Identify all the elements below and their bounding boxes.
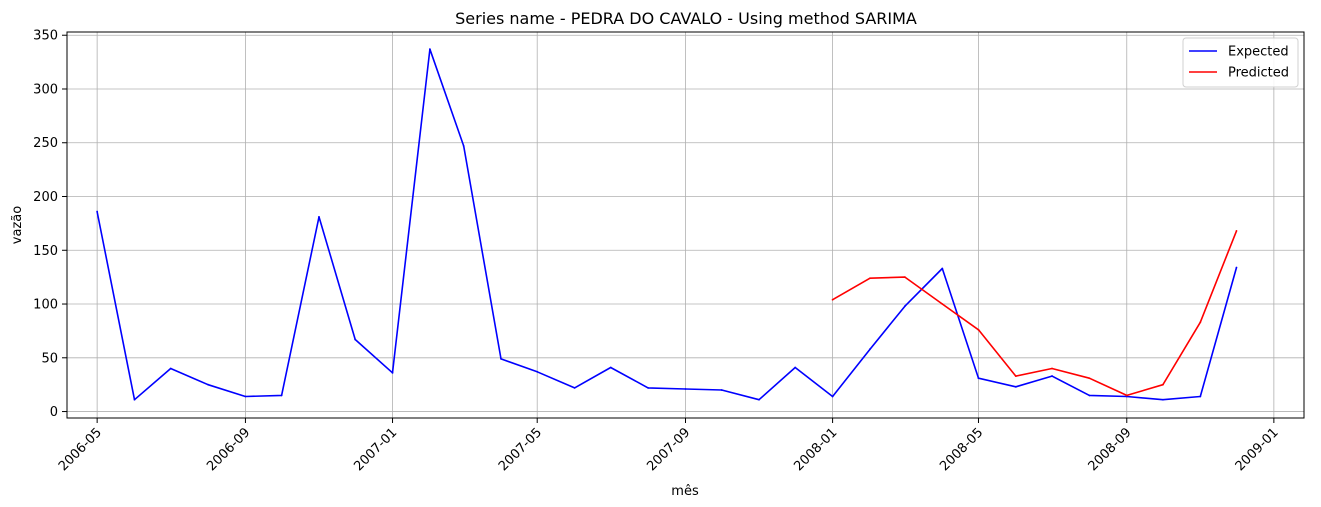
y-tick-label: 350 xyxy=(33,29,58,44)
data-point-expected xyxy=(318,216,320,218)
y-tick-label: 50 xyxy=(41,351,58,366)
data-point-expected xyxy=(977,377,980,380)
data-point-expected xyxy=(462,145,465,147)
y-axis-ticks: 0 50 100 150 200 250 300 350 xyxy=(33,29,67,420)
data-point-expected xyxy=(904,305,906,308)
data-point-predicted xyxy=(941,303,944,305)
data-point-expected xyxy=(244,395,247,398)
data-point-predicted xyxy=(1125,394,1128,397)
y-tick-label: 150 xyxy=(33,244,58,259)
data-point-expected xyxy=(758,398,760,401)
y-tick-label: 0 xyxy=(50,405,58,420)
chart-title: Series name - PEDRA DO CAVALO - Using me… xyxy=(455,9,917,28)
data-point-expected xyxy=(500,357,502,360)
data-point-predicted xyxy=(904,276,906,279)
data-point-expected xyxy=(207,383,209,386)
data-point-expected xyxy=(1162,398,1164,401)
legend-label-expected: Expected xyxy=(1228,45,1289,60)
y-tick-label: 200 xyxy=(33,190,58,205)
data-point-expected xyxy=(794,366,797,369)
data-point-predicted xyxy=(1199,321,1202,324)
data-point-expected xyxy=(831,395,834,398)
data-point-expected xyxy=(869,348,871,351)
series-line-predicted xyxy=(832,230,1238,397)
series-layer xyxy=(96,48,1238,401)
data-point-expected xyxy=(536,370,539,373)
data-point-predicted xyxy=(869,277,871,280)
data-point-expected xyxy=(133,398,136,401)
data-point-expected xyxy=(169,367,172,370)
grid-lines xyxy=(67,32,1304,418)
data-point-predicted xyxy=(1088,377,1091,380)
data-point-expected xyxy=(1088,394,1091,397)
y-tick-label: 300 xyxy=(33,82,58,97)
data-point-expected xyxy=(684,388,687,390)
data-point-predicted xyxy=(831,298,834,301)
legend-label-predicted: Predicted xyxy=(1228,66,1289,81)
data-point-expected xyxy=(391,371,394,374)
data-point-expected xyxy=(1014,385,1017,388)
data-point-expected xyxy=(1235,266,1238,269)
data-point-expected xyxy=(647,386,650,389)
data-point-expected xyxy=(573,386,576,389)
legend: Expected Predicted xyxy=(1182,37,1299,88)
data-point-predicted xyxy=(1235,230,1238,232)
series-line-expected xyxy=(96,48,1238,401)
data-point-expected xyxy=(429,48,431,51)
y-tick-label: 100 xyxy=(33,298,58,313)
y-tick-label: 250 xyxy=(33,136,58,151)
data-point-predicted xyxy=(977,328,980,331)
x-axis-label: mês xyxy=(671,484,699,499)
data-point-expected xyxy=(941,267,944,270)
data-point-expected xyxy=(280,394,283,397)
y-axis-label: vazão xyxy=(10,206,25,244)
data-point-predicted xyxy=(1162,383,1164,386)
data-point-predicted xyxy=(1014,375,1017,377)
data-point-expected xyxy=(609,366,612,369)
data-point-predicted xyxy=(1051,367,1053,370)
data-point-expected xyxy=(354,338,357,341)
data-point-expected xyxy=(96,210,99,213)
data-point-expected xyxy=(1199,395,1202,398)
data-point-expected xyxy=(720,389,723,391)
data-point-expected xyxy=(1051,375,1053,377)
